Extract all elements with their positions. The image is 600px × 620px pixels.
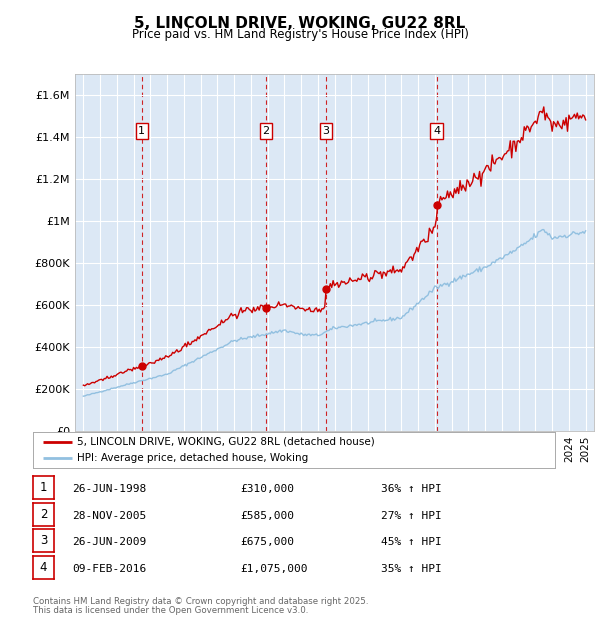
Text: 5, LINCOLN DRIVE, WOKING, GU22 8RL: 5, LINCOLN DRIVE, WOKING, GU22 8RL [134, 16, 466, 30]
Text: 3: 3 [40, 534, 47, 547]
Text: £1,075,000: £1,075,000 [240, 564, 308, 574]
Text: 2: 2 [40, 508, 47, 521]
Text: 1: 1 [139, 126, 145, 136]
Text: 26-JUN-1998: 26-JUN-1998 [72, 484, 146, 494]
Text: This data is licensed under the Open Government Licence v3.0.: This data is licensed under the Open Gov… [33, 606, 308, 615]
Text: 2: 2 [262, 126, 269, 136]
Text: 26-JUN-2009: 26-JUN-2009 [72, 538, 146, 547]
Text: £675,000: £675,000 [240, 538, 294, 547]
Text: 3: 3 [322, 126, 329, 136]
Text: 35% ↑ HPI: 35% ↑ HPI [381, 564, 442, 574]
Text: Price paid vs. HM Land Registry's House Price Index (HPI): Price paid vs. HM Land Registry's House … [131, 28, 469, 41]
Text: 09-FEB-2016: 09-FEB-2016 [72, 564, 146, 574]
Text: Contains HM Land Registry data © Crown copyright and database right 2025.: Contains HM Land Registry data © Crown c… [33, 597, 368, 606]
Text: 1: 1 [40, 481, 47, 494]
Text: 36% ↑ HPI: 36% ↑ HPI [381, 484, 442, 494]
Text: HPI: Average price, detached house, Woking: HPI: Average price, detached house, Woki… [77, 453, 308, 463]
Text: 45% ↑ HPI: 45% ↑ HPI [381, 538, 442, 547]
Text: 27% ↑ HPI: 27% ↑ HPI [381, 511, 442, 521]
Text: 4: 4 [40, 561, 47, 574]
Text: £585,000: £585,000 [240, 511, 294, 521]
Text: 4: 4 [433, 126, 440, 136]
Text: 28-NOV-2005: 28-NOV-2005 [72, 511, 146, 521]
Text: £310,000: £310,000 [240, 484, 294, 494]
Text: 5, LINCOLN DRIVE, WOKING, GU22 8RL (detached house): 5, LINCOLN DRIVE, WOKING, GU22 8RL (deta… [77, 437, 375, 447]
